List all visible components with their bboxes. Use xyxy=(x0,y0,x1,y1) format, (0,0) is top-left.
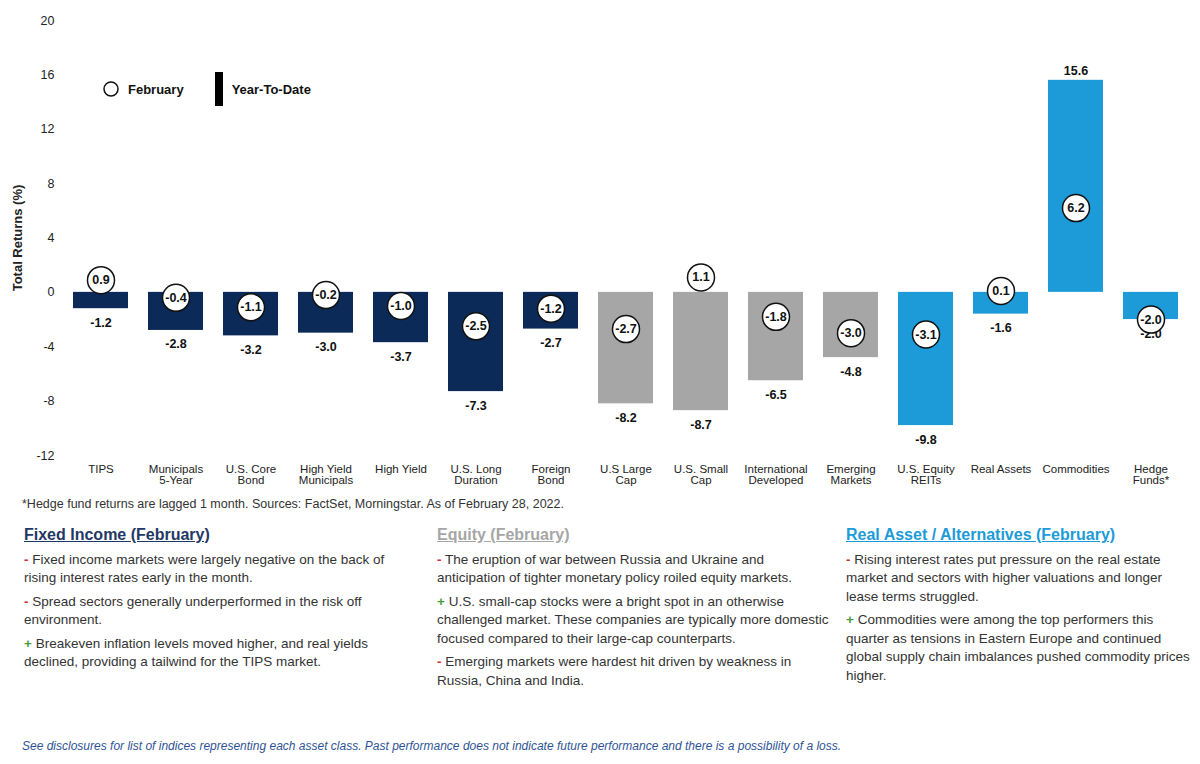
svg-text:-8.2: -8.2 xyxy=(615,411,637,425)
svg-text:Commodities: Commodities xyxy=(1042,463,1109,475)
svg-text:-0.4: -0.4 xyxy=(165,291,187,305)
svg-text:High Yield: High Yield xyxy=(375,463,427,475)
svg-text:-2.7: -2.7 xyxy=(615,322,637,336)
svg-text:-3.2: -3.2 xyxy=(240,343,262,357)
svg-text:-4.8: -4.8 xyxy=(840,365,862,379)
svg-text:-7.3: -7.3 xyxy=(465,399,487,413)
svg-text:-2.5: -2.5 xyxy=(465,319,487,333)
svg-text:TIPS: TIPS xyxy=(88,463,114,475)
svg-text:Real Assets: Real Assets xyxy=(971,463,1032,475)
svg-text:-1.2: -1.2 xyxy=(540,302,562,316)
svg-text:U.S. LongDuration: U.S. LongDuration xyxy=(450,463,501,487)
svg-text:0.1: 0.1 xyxy=(992,284,1009,298)
svg-text:-2.0: -2.0 xyxy=(1140,313,1162,327)
svg-text:High YieldMunicipals: High YieldMunicipals xyxy=(299,463,354,487)
svg-text:-1.6: -1.6 xyxy=(990,321,1012,335)
svg-text:-3.0: -3.0 xyxy=(315,340,337,354)
svg-text:-9.8: -9.8 xyxy=(915,433,937,447)
svg-text:-1.8: -1.8 xyxy=(765,310,787,324)
svg-text:-1.0: -1.0 xyxy=(390,299,412,313)
svg-text:1.1: 1.1 xyxy=(692,270,709,284)
svg-text:-2.8: -2.8 xyxy=(165,337,187,351)
svg-text:U.S. CoreBond: U.S. CoreBond xyxy=(226,463,277,487)
svg-text:-1.1: -1.1 xyxy=(240,300,262,314)
svg-text:12: 12 xyxy=(41,122,55,136)
svg-text:-3.1: -3.1 xyxy=(915,328,937,342)
svg-text:20: 20 xyxy=(41,14,55,28)
svg-text:0: 0 xyxy=(48,285,55,299)
svg-text:ForeignBond: ForeignBond xyxy=(532,463,571,487)
svg-text:-8: -8 xyxy=(43,394,54,408)
svg-text:-12: -12 xyxy=(36,449,54,463)
svg-text:-3.0: -3.0 xyxy=(840,326,862,340)
svg-text:15.6: 15.6 xyxy=(1064,64,1088,78)
svg-text:InternationalDeveloped: InternationalDeveloped xyxy=(744,463,807,487)
svg-text:-8.7: -8.7 xyxy=(690,418,712,432)
svg-text:U.S LargeCap: U.S LargeCap xyxy=(600,463,652,487)
svg-text:EmergingMarkets: EmergingMarkets xyxy=(826,463,875,487)
svg-text:4: 4 xyxy=(48,231,55,245)
svg-text:-3.7: -3.7 xyxy=(390,350,412,364)
svg-text:-0.2: -0.2 xyxy=(315,288,337,302)
svg-text:U.S. EquityREITs: U.S. EquityREITs xyxy=(897,463,955,487)
svg-text:Municipals5-Year: Municipals5-Year xyxy=(149,463,204,487)
svg-text:0.9: 0.9 xyxy=(92,273,109,287)
svg-text:6.2: 6.2 xyxy=(1067,201,1084,215)
svg-text:-4: -4 xyxy=(43,340,54,354)
svg-text:-1.2: -1.2 xyxy=(90,316,112,330)
svg-text:16: 16 xyxy=(41,68,55,82)
svg-text:-2.7: -2.7 xyxy=(540,336,562,350)
svg-text:Total Returns (%): Total Returns (%) xyxy=(10,185,25,292)
svg-text:-6.5: -6.5 xyxy=(765,388,787,402)
svg-text:HedgeFunds*: HedgeFunds* xyxy=(1133,463,1170,487)
svg-text:8: 8 xyxy=(48,177,55,191)
svg-text:U.S. SmallCap: U.S. SmallCap xyxy=(674,463,728,487)
